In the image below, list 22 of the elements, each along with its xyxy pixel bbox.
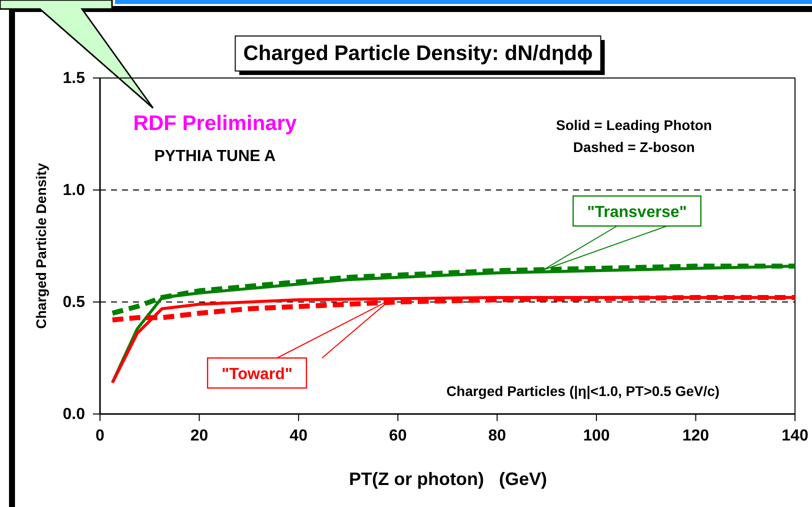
annotation: RDF Preliminary — [133, 112, 298, 135]
x-tick-label: 60 — [388, 427, 407, 444]
x-tick-label: 80 — [488, 427, 506, 444]
x-tick-label: 40 — [290, 427, 308, 444]
x-tick-label: 140 — [782, 427, 808, 444]
annotation: "Toward" — [222, 366, 292, 383]
y-tick-label: 0.5 — [62, 294, 86, 312]
annotation: Charged Particles (|η|<1.0, PT>0.5 GeV/c) — [446, 383, 720, 400]
y-tick-label: 1.5 — [62, 70, 86, 88]
annotation: "Transverse" — [587, 204, 687, 221]
annotation: PYTHIA TUNE A — [154, 148, 276, 165]
y-tick-label: 1.0 — [62, 182, 86, 200]
annotation: Dashed = Z-boson — [573, 139, 695, 155]
y-tick-label: 0.0 — [62, 406, 86, 424]
x-tick-label: 120 — [682, 427, 710, 444]
x-tick-label: 20 — [190, 427, 208, 444]
annotation: Solid = Leading Photon — [556, 117, 712, 133]
y-axis-title: Charged Particle Density — [33, 162, 49, 329]
x-tick-label: 100 — [583, 427, 610, 444]
x-tick-label: 0 — [96, 427, 105, 444]
x-axis-title: PT(Z or photon) (GeV) — [349, 469, 547, 489]
chart-title: Charged Particle Density: dN/dηdϕ — [243, 42, 593, 65]
